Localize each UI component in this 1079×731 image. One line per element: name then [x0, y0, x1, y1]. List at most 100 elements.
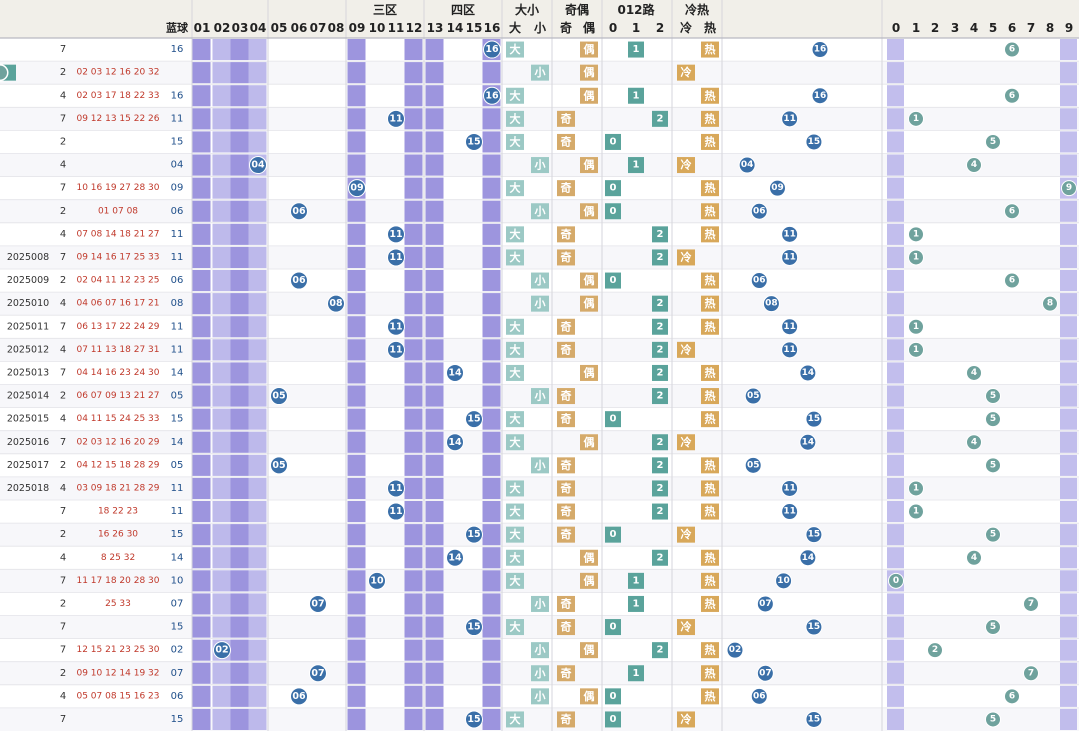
tail-trend-marker	[908, 110, 924, 127]
parity-badge-label: 偶	[584, 296, 595, 310]
mini-trend-marker-label: 07	[759, 668, 772, 678]
parity-badge-label: 偶	[584, 65, 595, 79]
blue-zone-cell	[425, 547, 444, 569]
blue-zone-cell	[347, 639, 366, 661]
blue-zone-cell	[230, 246, 249, 268]
blue-col-header-14: 14	[447, 21, 464, 35]
blue-zone-cell	[192, 639, 211, 661]
hotcold-badge	[677, 711, 695, 728]
size-badge	[506, 711, 524, 728]
tail-zone-cell	[887, 62, 904, 84]
blue-zone-cell	[482, 223, 501, 245]
tail-zone-cell	[887, 246, 904, 268]
mini-trend-marker	[805, 526, 823, 544]
tail-zone-cell	[1060, 385, 1077, 407]
road-badge-label: 0	[610, 622, 617, 633]
hotcold-badge-label: 热	[705, 227, 716, 241]
blue-zone-cell	[425, 200, 444, 222]
blue-ball-marker-label: 15	[467, 529, 480, 540]
header-bg	[0, 0, 1079, 38]
blue-zone-cell	[425, 570, 444, 592]
mini-trend-marker-label: 11	[783, 507, 796, 517]
blue-zone-cell	[212, 177, 231, 199]
tail-trend-marker	[908, 226, 924, 243]
blue-ball-marker	[387, 502, 405, 521]
tail-zone-cell	[887, 39, 904, 61]
parity-badge-label: 奇	[561, 319, 572, 333]
blue-zone-cell	[192, 616, 211, 638]
tail-trend-marker	[1023, 665, 1039, 682]
blue-zone-cell	[230, 431, 249, 453]
blue-zone-cell	[248, 662, 267, 684]
group-header-2: 大小	[515, 2, 539, 17]
blue-zone-cell	[248, 454, 267, 476]
tail-trend-marker-label: 5	[990, 391, 996, 401]
road-badge	[628, 87, 644, 104]
red-balls: 18 22 23	[98, 507, 138, 517]
tail-zone-cell	[887, 431, 904, 453]
issue-number: 2025008	[7, 252, 49, 263]
blue-zone-cell	[482, 62, 501, 84]
group-header-4: 012路	[617, 2, 655, 17]
road-badge-label: 0	[610, 691, 617, 702]
red-balls: 11 17 18 20 28 30	[76, 576, 159, 586]
issue-number: 2025015	[7, 414, 49, 425]
parity-col-header-1: 偶	[583, 20, 595, 35]
hotcold-badge	[677, 526, 695, 543]
blue-zone-cell	[230, 293, 249, 315]
blue-zone-cell	[248, 431, 267, 453]
blue-zone-cell	[248, 362, 267, 384]
blue-col-header-05: 05	[271, 21, 288, 35]
blue-ball-value: 05	[171, 391, 184, 402]
tail-zone-cell	[887, 177, 904, 199]
hotcold-badge-label: 冷	[681, 158, 692, 172]
blue-ball-marker-label: 06	[292, 691, 306, 702]
parity-badge-label: 偶	[584, 88, 595, 102]
blue-zone-cell	[404, 662, 423, 684]
blue-zone-cell	[248, 108, 267, 130]
road-badge	[605, 619, 621, 636]
issue-number: 2025013	[7, 367, 49, 378]
mini-trend-marker	[781, 479, 799, 497]
row-stripe	[0, 476, 1079, 500]
size-badge	[531, 665, 549, 682]
mini-trend-marker-label: 11	[783, 483, 796, 493]
blue-zone-cell	[248, 501, 267, 523]
parity-badge-label: 偶	[584, 365, 595, 379]
blue-zone-cell	[230, 85, 249, 107]
mini-trend-marker-label: 14	[802, 437, 815, 447]
mini-trend-marker	[744, 456, 762, 474]
draw-value: 7	[60, 575, 66, 586]
parity-badge	[557, 457, 575, 474]
blue-ball-marker-label: 15	[467, 136, 480, 147]
blue-zone-cell	[482, 362, 501, 384]
blue-zone-cell	[212, 131, 231, 153]
mini-trend-marker	[726, 641, 744, 659]
hotcold-badge	[677, 249, 695, 266]
hotcold-badge	[701, 595, 719, 612]
mini-trend-marker-label: 14	[802, 368, 815, 378]
blue-zone-cell	[347, 501, 366, 523]
blue-zone-cell	[404, 246, 423, 268]
red-balls: 04 14 16 23 24 30	[76, 368, 159, 378]
mini-trend-marker	[781, 248, 799, 266]
hotcold-badge	[701, 272, 719, 289]
blue-zone-cell	[404, 593, 423, 615]
issue-number: 2025016	[7, 437, 49, 448]
blue-zone-cell	[404, 524, 423, 546]
tail-zone-cell	[887, 362, 904, 384]
tail-zone-cell	[887, 154, 904, 176]
blue-zone-cell	[192, 62, 211, 84]
tail-zone-cell	[887, 708, 904, 730]
tail-trend-marker-label: 6	[1009, 91, 1015, 101]
tail-trend-marker-label: 6	[1009, 276, 1015, 286]
blue-zone-cell	[425, 223, 444, 245]
blue-zone-cell	[212, 685, 231, 707]
hotcold-badge	[701, 480, 719, 497]
blue-zone-cell	[248, 524, 267, 546]
row-stripe	[0, 176, 1079, 200]
mini-trend-marker	[811, 41, 829, 59]
blue-zone-cell	[248, 223, 267, 245]
tail-zone-cell	[887, 293, 904, 315]
blue-zone-cell	[425, 316, 444, 338]
